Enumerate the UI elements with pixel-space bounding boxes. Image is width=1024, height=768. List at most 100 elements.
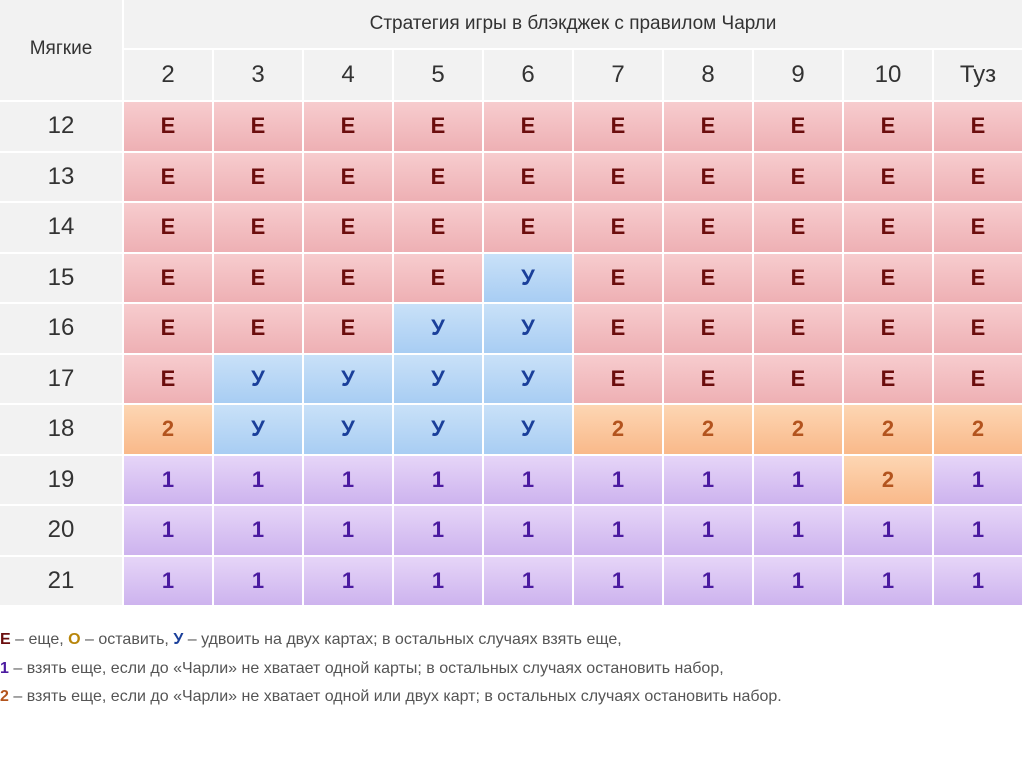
table-cell: 2 bbox=[124, 405, 212, 454]
table-cell: 1 bbox=[574, 455, 662, 504]
table-cell: Е bbox=[394, 152, 482, 201]
row-header: 14 bbox=[0, 203, 122, 252]
table-cell: 1 bbox=[124, 455, 212, 504]
table-cell: Е bbox=[124, 304, 212, 353]
table-cell: Е bbox=[934, 203, 1022, 252]
table-cell: Е bbox=[754, 203, 842, 252]
table-cell: У bbox=[394, 354, 482, 403]
column-header: 6 bbox=[484, 50, 572, 100]
table-cell: 1 bbox=[304, 556, 392, 605]
table-cell: 1 bbox=[664, 556, 752, 605]
table-cell: Е bbox=[574, 253, 662, 302]
table-cell: 1 bbox=[574, 506, 662, 555]
legend-key-o: О bbox=[68, 631, 81, 648]
table-cell: 2 bbox=[934, 405, 1022, 454]
table-cell: 1 bbox=[394, 506, 482, 555]
table-cell: Е bbox=[844, 304, 932, 353]
table-cell: Е bbox=[124, 152, 212, 201]
legend-text: – еще, bbox=[10, 631, 69, 648]
table-cell: 1 bbox=[754, 556, 842, 605]
table-cell: У bbox=[394, 304, 482, 353]
legend-key-2: 2 bbox=[0, 688, 9, 705]
column-header: 5 bbox=[394, 50, 482, 100]
table-cell: Е bbox=[664, 102, 752, 151]
table-cell: 1 bbox=[934, 455, 1022, 504]
strategy-table: Мягкие Стратегия игры в блэкджек с прави… bbox=[0, 0, 1022, 605]
table-cell: Е bbox=[304, 304, 392, 353]
table-cell: Е bbox=[214, 253, 302, 302]
table-cell: Е bbox=[124, 102, 212, 151]
table-cell: 1 bbox=[844, 556, 932, 605]
table-cell: 1 bbox=[664, 455, 752, 504]
table-cell: Е bbox=[664, 152, 752, 201]
table-cell: У bbox=[484, 405, 572, 454]
legend-line-2: 1 – взять еще, если до «Чарли» не хватае… bbox=[0, 655, 1020, 684]
table-cell: У bbox=[394, 405, 482, 454]
table-cell: 1 bbox=[214, 556, 302, 605]
table-cell: 1 bbox=[754, 455, 842, 504]
row-header: 15 bbox=[0, 253, 122, 302]
table-cell: 1 bbox=[934, 556, 1022, 605]
table-cell: Е bbox=[574, 304, 662, 353]
table-cell: У bbox=[214, 354, 302, 403]
table-cell: 1 bbox=[484, 455, 572, 504]
table-cell: 1 bbox=[484, 556, 572, 605]
table-cell: Е bbox=[484, 152, 572, 201]
corner-label: Мягкие bbox=[0, 0, 122, 100]
table-cell: Е bbox=[844, 203, 932, 252]
table-cell: Е bbox=[844, 152, 932, 201]
table-cell: 2 bbox=[844, 405, 932, 454]
table-cell: Е bbox=[484, 203, 572, 252]
table-cell: Е bbox=[394, 203, 482, 252]
table-cell: 1 bbox=[754, 506, 842, 555]
table-cell: Е bbox=[754, 253, 842, 302]
table-cell: Е bbox=[934, 152, 1022, 201]
table-cell: Е bbox=[664, 304, 752, 353]
row-header: 21 bbox=[0, 556, 122, 605]
row-header: 17 bbox=[0, 354, 122, 403]
table-cell: Е bbox=[934, 102, 1022, 151]
table-cell: Е bbox=[124, 253, 212, 302]
table-cell: Е bbox=[754, 304, 842, 353]
column-header: 2 bbox=[124, 50, 212, 100]
legend-key-u: У bbox=[173, 631, 184, 648]
row-header: 20 bbox=[0, 506, 122, 555]
legend-line-3: 2 – взять еще, если до «Чарли» не хватае… bbox=[0, 683, 1020, 712]
table-cell: 2 bbox=[664, 405, 752, 454]
table-cell: 1 bbox=[124, 556, 212, 605]
row-header: 12 bbox=[0, 102, 122, 151]
table-cell: 1 bbox=[394, 455, 482, 504]
table-cell: У bbox=[214, 405, 302, 454]
table-cell: Е bbox=[664, 203, 752, 252]
column-header: 8 bbox=[664, 50, 752, 100]
legend-text: – взять еще, если до «Чарли» не хватает … bbox=[8, 659, 724, 677]
table-cell: У bbox=[484, 304, 572, 353]
table-cell: 1 bbox=[214, 455, 302, 504]
table-cell: Е bbox=[214, 304, 302, 353]
column-header: 3 bbox=[214, 50, 302, 100]
row-header: 16 bbox=[0, 304, 122, 353]
table-cell: 2 bbox=[754, 405, 842, 454]
table-title: Стратегия игры в блэкджек с правилом Чар… bbox=[124, 0, 1022, 48]
legend-line-1: Е – еще, О – оставить, У – удвоить на дв… bbox=[0, 626, 1020, 655]
table-cell: Е bbox=[844, 253, 932, 302]
table-cell: Е bbox=[574, 354, 662, 403]
table-cell: Е bbox=[304, 203, 392, 252]
legend-text: – оставить, bbox=[80, 631, 174, 648]
table-cell: Е bbox=[754, 354, 842, 403]
column-header: 10 bbox=[844, 50, 932, 100]
table-cell: Е bbox=[214, 102, 302, 151]
legend-text: – взять еще, если до «Чарли» не хватает … bbox=[8, 688, 782, 705]
row-header: 19 bbox=[0, 455, 122, 504]
table-cell: Е bbox=[304, 152, 392, 201]
table-cell: 1 bbox=[304, 455, 392, 504]
table-cell: Е bbox=[304, 102, 392, 151]
row-header: 18 bbox=[0, 405, 122, 454]
table-cell: Е bbox=[484, 102, 572, 151]
table-cell: Е bbox=[754, 152, 842, 201]
table-cell: 1 bbox=[304, 506, 392, 555]
table-cell: Е bbox=[304, 253, 392, 302]
table-cell: Е bbox=[574, 102, 662, 151]
table-cell: 1 bbox=[574, 556, 662, 605]
table-cell: Е bbox=[214, 152, 302, 201]
